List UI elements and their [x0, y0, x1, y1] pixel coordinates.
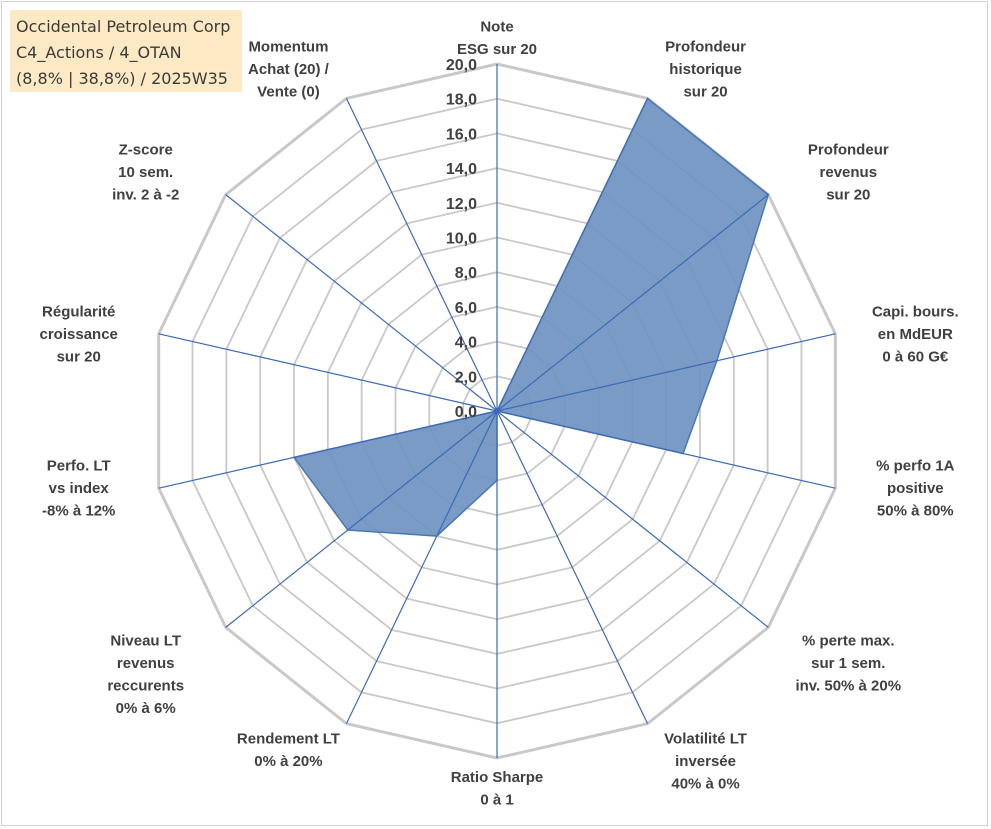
- axis-label-10: Perfo. LT vs index -8% à 12%: [42, 458, 115, 520]
- title-line-category: C4_Actions / 4_OTAN: [16, 43, 182, 62]
- spoke-5: [496, 410, 769, 628]
- axis-label-9: Niveau LT revenus reccurents 0% à 6%: [107, 632, 184, 717]
- spoke-8: [345, 410, 498, 724]
- tick-label-2: 4,0: [455, 335, 477, 352]
- spoke-11: [158, 333, 498, 412]
- title-line-company: Occidental Petroleum Corp: [16, 17, 231, 36]
- spoke-2: [496, 194, 769, 412]
- tick-label-0: 0,0: [455, 404, 477, 421]
- axis-label-13: Momentum Achat (20) / Vente (0): [248, 38, 330, 100]
- axis-label-3: Capi. bours. en MdEUR 0 à 60 G€: [872, 303, 959, 365]
- axis-label-12: Z-score 10 sem. inv. 2 à -2: [112, 142, 179, 204]
- axis-label-8: Rendement LT 0% à 20%: [237, 731, 340, 771]
- axis-label-2: Profondeur revenus sur 20: [808, 142, 889, 204]
- tick-label-3: 6,0: [455, 300, 477, 317]
- spoke-12: [225, 194, 498, 412]
- spoke-1: [496, 98, 649, 412]
- tick-label-6: 12,0: [446, 196, 477, 213]
- axis-label-5: % perte max. sur 1 sem. inv. 50% à 20%: [795, 632, 901, 694]
- tick-label-10: 20,0: [446, 57, 477, 74]
- tick-label-8: 16,0: [446, 126, 477, 143]
- tick-label-1: 2,0: [455, 369, 477, 386]
- spoke-4: [496, 410, 836, 489]
- tick-label-5: 10,0: [446, 231, 477, 248]
- tick-label-9: 18,0: [446, 92, 477, 109]
- title-line-stats: (8,8% | 38,8%) / 2025W35: [16, 69, 228, 88]
- axis-label-0: Note ESG sur 20: [457, 19, 537, 59]
- tick-label-7: 14,0: [446, 161, 477, 178]
- spoke-3: [496, 333, 836, 412]
- spoke-13: [345, 98, 498, 412]
- spoke-9: [225, 410, 498, 628]
- axis-label-6: Volatilité LT inversée 40% à 0%: [664, 731, 747, 793]
- axis-label-1: Profondeur historique sur 20: [665, 38, 746, 100]
- chart-title-box: Occidental Petroleum Corp C4_Actions / 4…: [10, 10, 242, 92]
- axis-label-7: Ratio Sharpe 0 à 1: [451, 769, 544, 809]
- spoke-10: [158, 410, 498, 489]
- axis-label-4: % perfo 1A positive 50% à 80%: [876, 458, 955, 520]
- axis-label-11: Régularité croissance sur 20: [40, 303, 118, 365]
- tick-label-4: 8,0: [455, 265, 477, 282]
- spoke-6: [496, 410, 649, 724]
